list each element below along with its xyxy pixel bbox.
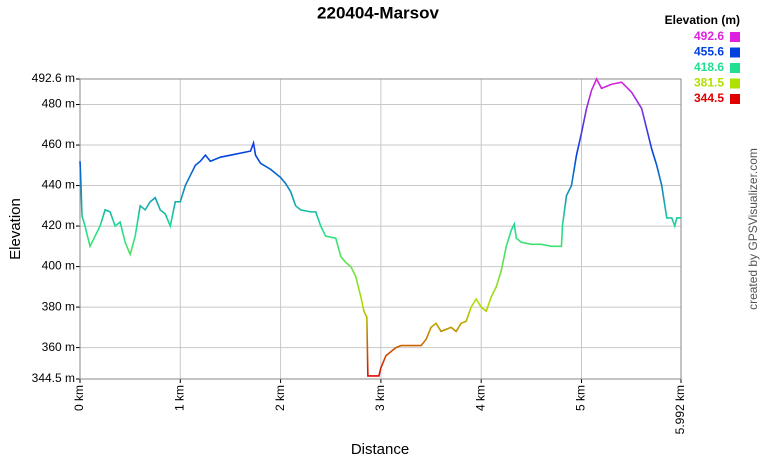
plot-border (79, 78, 682, 380)
elevation-line (79, 77, 681, 377)
legend-swatch (730, 32, 740, 42)
y-tick-label: 360 m (42, 340, 75, 354)
x-tick-label: 2 km (273, 385, 287, 411)
y-tick-label: 380 m (42, 299, 75, 313)
x-tick-label: 3 km (373, 385, 387, 411)
legend-value: 381.5 (694, 76, 724, 90)
legend-value: 492.6 (694, 29, 724, 43)
legend-swatch (730, 47, 740, 58)
x-tick-label: 4 km (473, 385, 487, 411)
legend-value: 455.6 (694, 45, 724, 59)
y-axis-title: Elevation (7, 198, 24, 260)
chart-title: 220404-Marsov (317, 3, 439, 22)
legend-swatch (730, 78, 740, 89)
x-tick-label: 5 km (574, 385, 588, 411)
legend-value: 418.6 (694, 60, 724, 74)
credit: created by GPSVisualizer.com (746, 148, 760, 310)
x-axis-title: Distance (351, 441, 409, 458)
y-tick-label: 420 m (42, 218, 75, 232)
y-tick-label: 440 m (42, 178, 75, 192)
y-tick-label: 344.5 m (32, 371, 75, 385)
y-tick-label: 480 m (42, 97, 75, 111)
y-tick-label: 400 m (42, 259, 75, 273)
legend-swatch (730, 94, 740, 104)
y-tick-label: 460 m (42, 137, 75, 151)
x-tick-label: 5.992 km (673, 385, 687, 434)
legend-title: Elevation (m) (665, 13, 740, 27)
legend-swatch (730, 63, 740, 73)
x-tick-label: 0 km (72, 385, 86, 411)
x-tick-label: 1 km (172, 385, 186, 411)
y-tick-label: 492.6 m (32, 71, 75, 85)
legend-value: 344.5 (694, 91, 724, 105)
